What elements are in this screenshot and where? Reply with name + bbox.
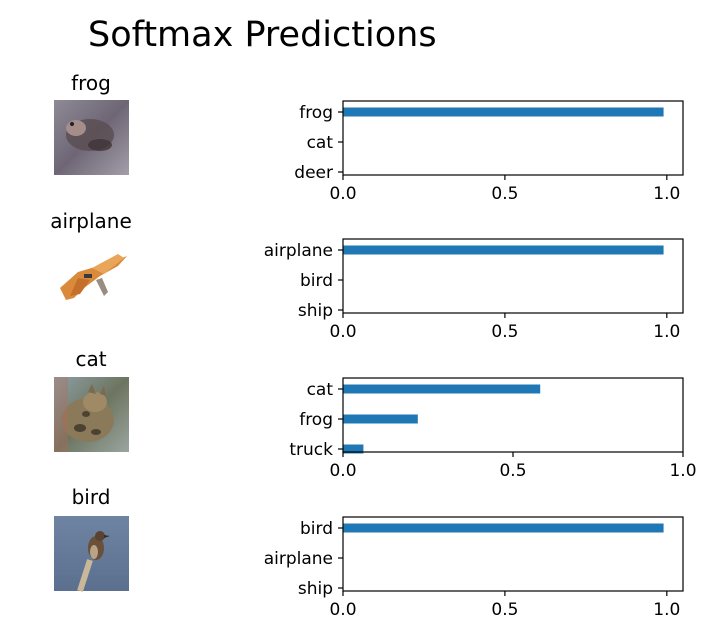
airplane-thumbnail-icon	[54, 238, 129, 313]
y-tick-label: bird	[300, 519, 333, 539]
y-tick-label: truck	[289, 440, 333, 460]
x-tick-label: 0.0	[329, 322, 356, 342]
image-label: bird	[72, 485, 111, 509]
bird-thumbnail-icon	[54, 516, 129, 592]
bar-bird	[343, 523, 664, 533]
bar-frog	[343, 414, 418, 424]
bar-truck	[343, 444, 364, 454]
axes-frame	[342, 238, 684, 314]
frog-thumbnail-icon	[54, 100, 129, 175]
y-tick-label: bird	[300, 271, 333, 291]
y-tick-label: airplane	[264, 241, 333, 261]
x-tick-label: 1.0	[653, 322, 680, 342]
figure-title: Softmax Predictions	[88, 15, 437, 55]
x-tick-label: 0.0	[329, 461, 356, 481]
y-tick-label: ship	[298, 579, 333, 599]
y-tick-label: frog	[299, 410, 333, 430]
x-tick-label: 0.5	[491, 184, 518, 204]
x-tick-label: 1.0	[653, 184, 680, 204]
y-tick-label: cat	[307, 380, 334, 400]
image-label: airplane	[50, 209, 132, 233]
y-tick-label: airplane	[264, 549, 333, 569]
bar-cat	[343, 384, 541, 394]
x-tick-label: 1.0	[669, 461, 696, 481]
x-tick-label: 0.0	[329, 184, 356, 204]
x-tick-label: 1.0	[653, 600, 680, 620]
cat-thumbnail-icon	[54, 377, 129, 452]
y-tick-label: frog	[299, 103, 333, 123]
y-tick-label: ship	[298, 301, 333, 321]
bar-airplane	[343, 245, 664, 255]
bar-frog	[343, 107, 664, 117]
x-tick-label: 0.5	[491, 322, 518, 342]
x-tick-label: 0.5	[491, 600, 518, 620]
image-label: cat	[75, 347, 106, 371]
x-tick-label: 0.0	[329, 600, 356, 620]
y-tick-label: deer	[294, 163, 333, 183]
x-tick-label: 0.5	[499, 461, 526, 481]
axes-frame	[342, 516, 684, 592]
axes-frame	[342, 100, 684, 176]
image-label: frog	[71, 71, 111, 95]
y-tick-label: cat	[307, 133, 334, 153]
